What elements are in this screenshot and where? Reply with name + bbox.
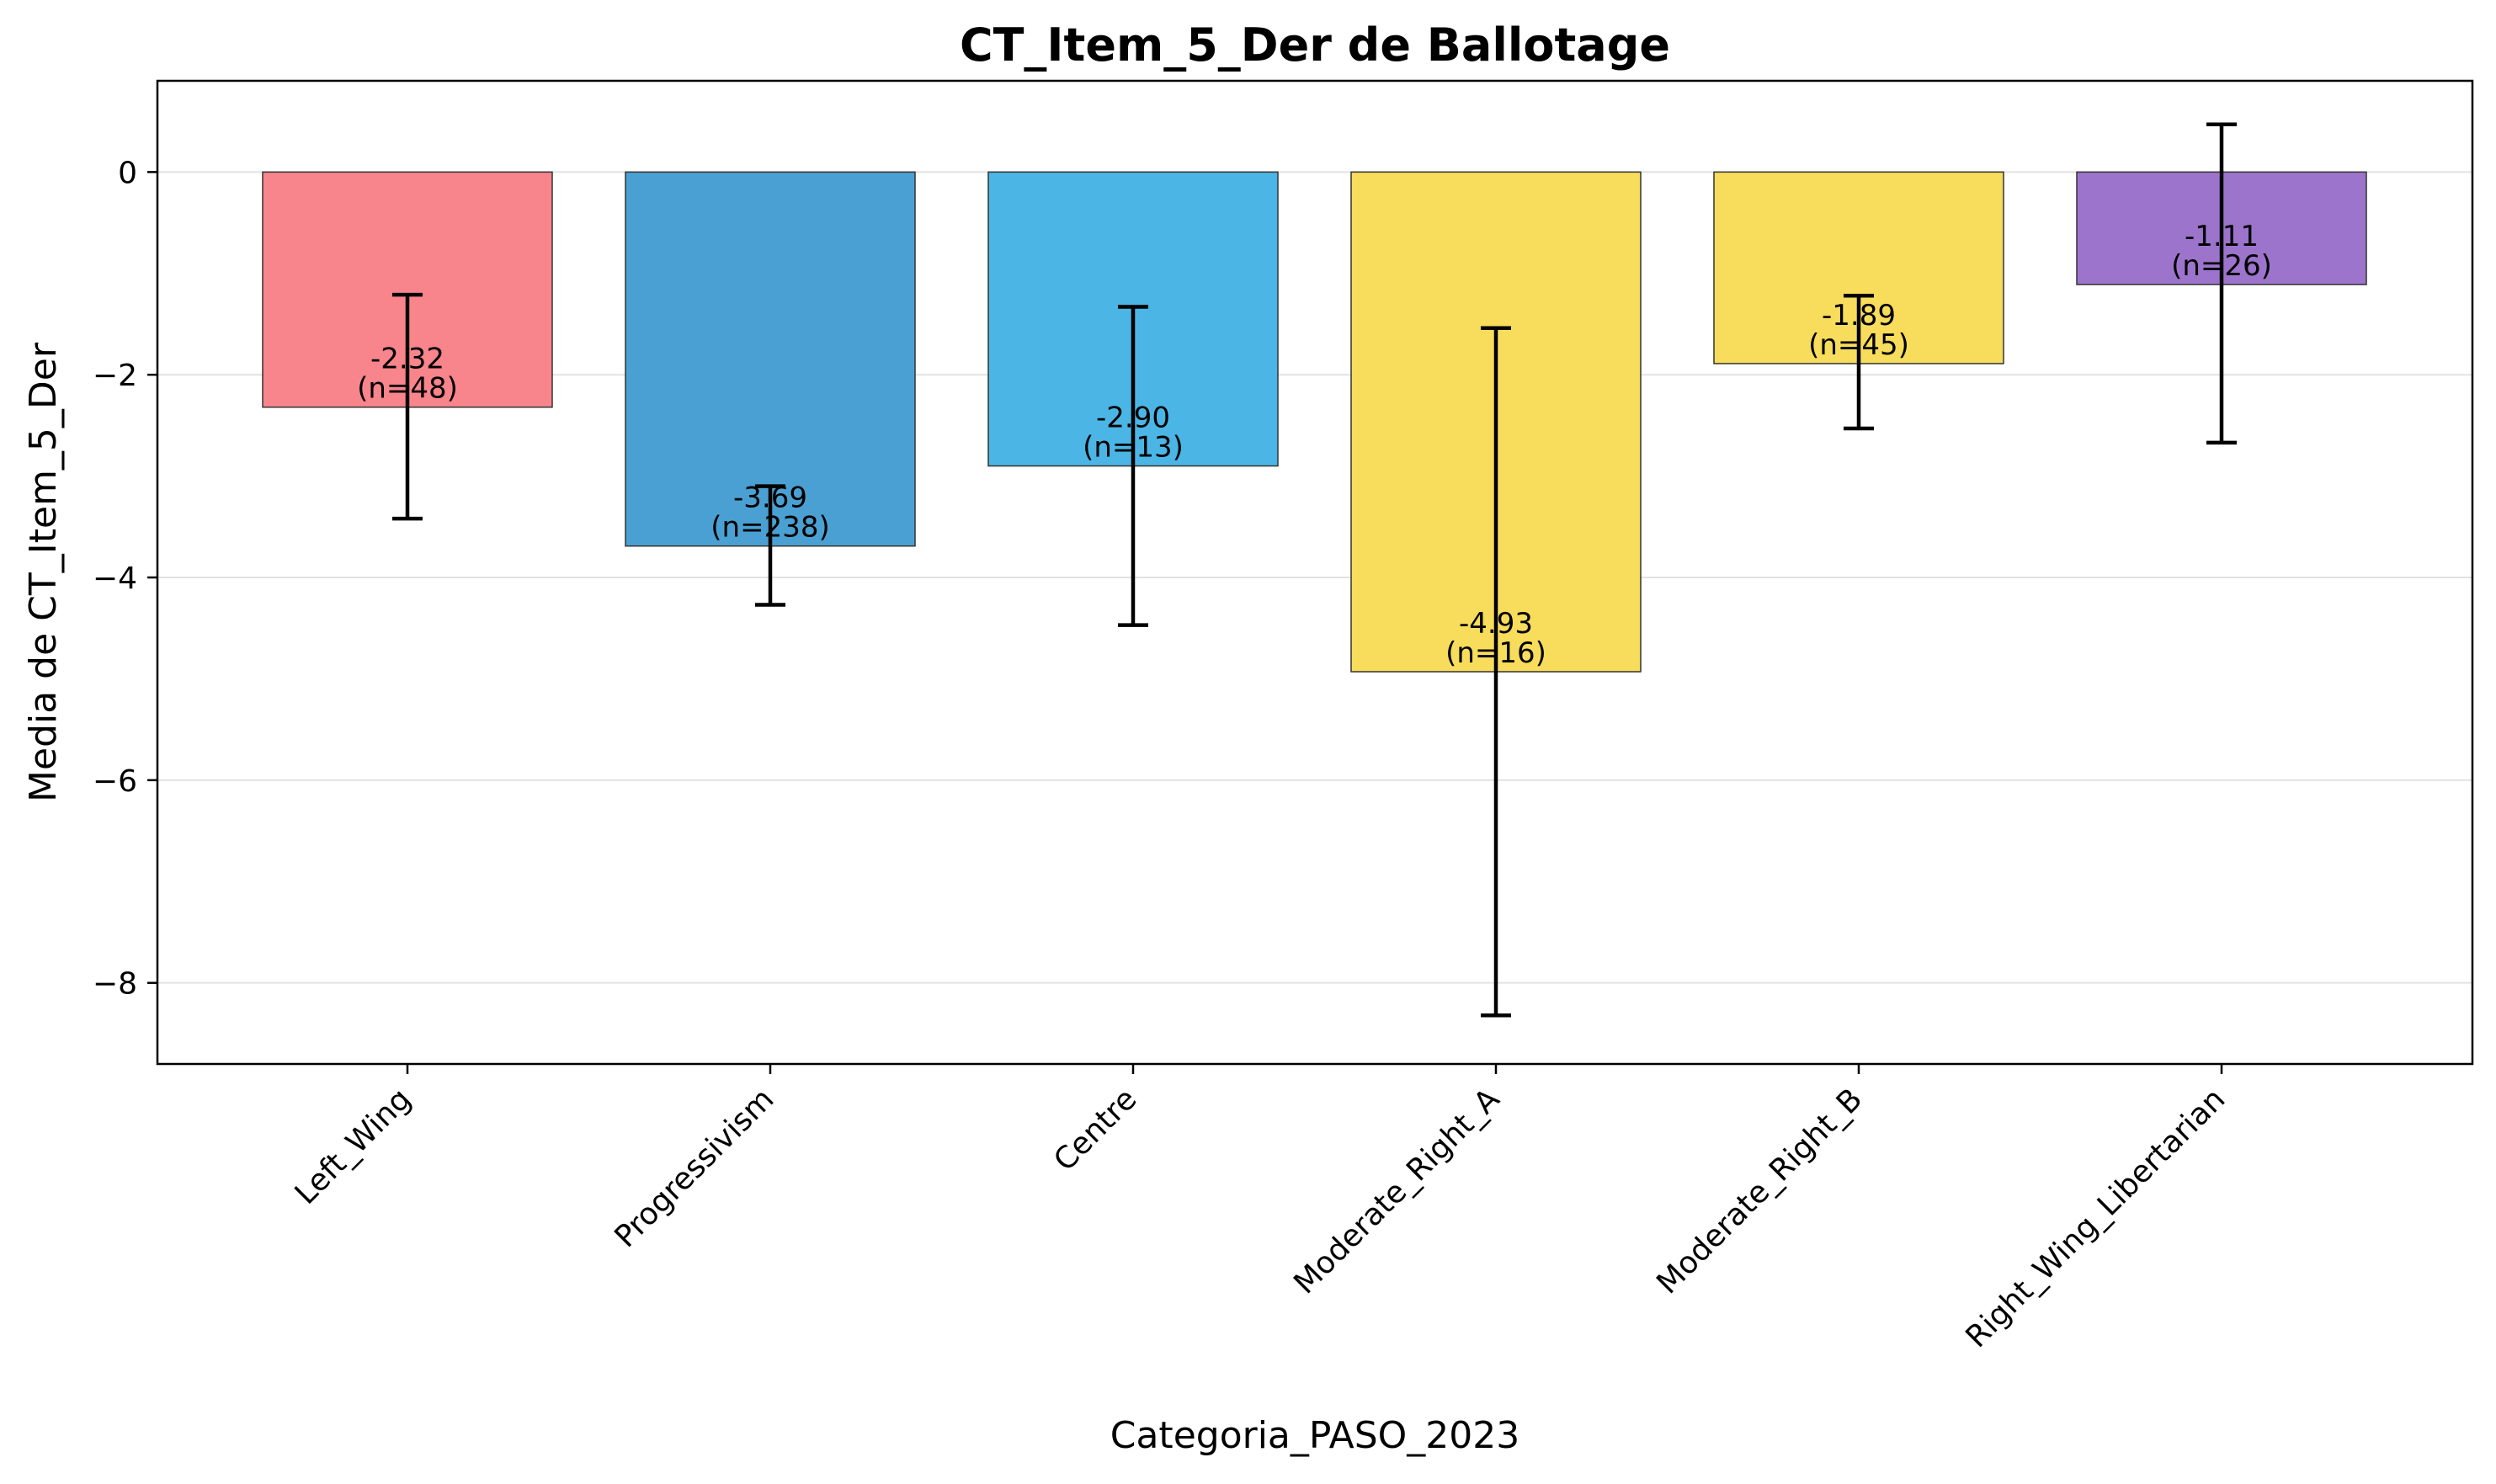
y-ticks: 0 −2 −4 −6 −8 [93, 156, 157, 1002]
y-tick-label: −2 [93, 359, 137, 393]
bar-value-label: -2.90 (n=13) [1083, 402, 1184, 465]
bar-labels: -2.32 (n=48) -3.69 (n=238) -2.90 (n=13) -4.93(… [357, 220, 2272, 670]
x-tick-label: Moderate_Right_A [1287, 1082, 1506, 1300]
bar-progressivism [625, 171, 916, 547]
x-tick-label: Left_Wing [289, 1082, 418, 1211]
x-ticks: Left_Wing Progressivism Centre Moderate_Rig… [289, 1064, 2233, 1354]
error-bars [392, 122, 2237, 1018]
bars [262, 171, 2367, 673]
y-tick-label: 0 [118, 156, 137, 190]
bar-value-label: -1.89 (n=45) [1808, 299, 1909, 362]
x-tick-label: Centre [1047, 1082, 1143, 1178]
y-tick-label: −8 [93, 967, 137, 1002]
bar-value-label: -2.32 (n=48) [357, 343, 458, 406]
y-axis-label: Media de CT_Item_5_Der [22, 342, 65, 802]
y-tick-label: −4 [93, 561, 137, 596]
x-tick-label: Progressivism [608, 1082, 780, 1254]
y-tick-label: −6 [93, 764, 137, 799]
plot-frame [156, 79, 2474, 1066]
bar-value-label: -1.11 (n=26) [2171, 220, 2272, 283]
x-tick-label: Right_Wing_Libertarian [1960, 1082, 2233, 1354]
x-axis-label: Categoria_PASO_2023 [1110, 1414, 1520, 1457]
bar-value-label: -3.69 (n=238) [710, 481, 829, 545]
x-tick-label: Moderate_Right_B [1650, 1082, 1869, 1300]
bar-value-label: -4.93 (n=16) [1445, 607, 1546, 670]
chart-title: CT_Item_5_Der de Ballotage [960, 19, 1670, 72]
